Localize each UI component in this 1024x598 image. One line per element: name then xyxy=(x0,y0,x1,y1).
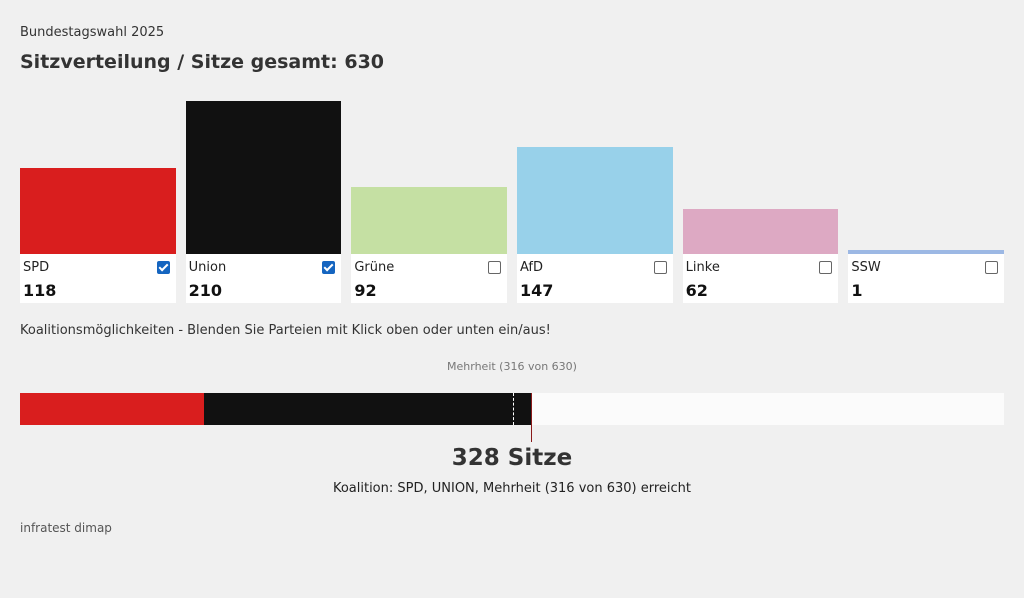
party-card-gr-ne[interactable]: Grüne 92 xyxy=(351,254,507,303)
party-checkbox[interactable] xyxy=(322,261,336,274)
party-name: Union xyxy=(188,260,227,275)
bar-union[interactable] xyxy=(185,101,342,254)
party-checkbox[interactable] xyxy=(156,261,170,274)
source-label: infratest dimap xyxy=(20,521,112,535)
bar-ssw[interactable] xyxy=(848,250,1004,254)
party-seats: 147 xyxy=(520,281,554,300)
party-seats: 62 xyxy=(685,281,708,300)
party-seats: 92 xyxy=(354,281,377,300)
coalition-instruction: Koalitionsmöglichkeiten - Blenden Sie Pa… xyxy=(20,323,551,338)
party-checkbox[interactable] xyxy=(984,261,998,274)
party-seats: 1 xyxy=(851,281,863,300)
party-name: Linke xyxy=(685,260,720,275)
party-checkbox[interactable] xyxy=(819,261,833,274)
coalition-bar xyxy=(20,393,1004,425)
party-seats: 210 xyxy=(188,281,223,300)
party-card-spd[interactable]: SPD 118 xyxy=(20,254,176,303)
coalition-result: Koalition: SPD, UNION, Mehrheit (316 von… xyxy=(332,481,692,496)
party-card-union[interactable]: Union 210 xyxy=(185,254,342,303)
party-name: SSW xyxy=(851,260,881,275)
coalition-total: 328 Sitze xyxy=(451,445,573,471)
party-name: AfD xyxy=(520,260,544,275)
coalition-segment-spd[interactable] xyxy=(20,393,205,425)
party-name: SPD xyxy=(23,260,50,275)
seat-bars xyxy=(20,92,1004,254)
coalition-total-marker xyxy=(531,393,533,442)
chart-kicker: Bundestagswahl 2025 xyxy=(20,25,165,40)
party-name: Grüne xyxy=(354,260,395,275)
coalition-segment-union[interactable] xyxy=(204,393,533,425)
party-card-ssw[interactable]: SSW 1 xyxy=(848,254,1004,303)
party-cards: SPD 118 Union 210 Grüne 92 AfD 147 Linke 62 SSW 1 xyxy=(20,254,1004,303)
bar-afd[interactable] xyxy=(517,146,673,254)
bar-linke[interactable] xyxy=(682,208,839,254)
bar-gr-ne[interactable] xyxy=(351,186,507,254)
party-seats: 118 xyxy=(23,281,57,300)
chart-title: Sitzverteilung / Sitze gesamt: 630 xyxy=(20,51,385,73)
majority-label: Mehrheit (316 von 630) xyxy=(447,360,577,373)
party-checkbox[interactable] xyxy=(653,261,667,274)
party-card-linke[interactable]: Linke 62 xyxy=(682,254,839,303)
majority-line xyxy=(512,393,514,425)
bar-spd[interactable] xyxy=(20,168,176,254)
party-card-afd[interactable]: AfD 147 xyxy=(517,254,673,303)
party-checkbox[interactable] xyxy=(487,261,501,274)
